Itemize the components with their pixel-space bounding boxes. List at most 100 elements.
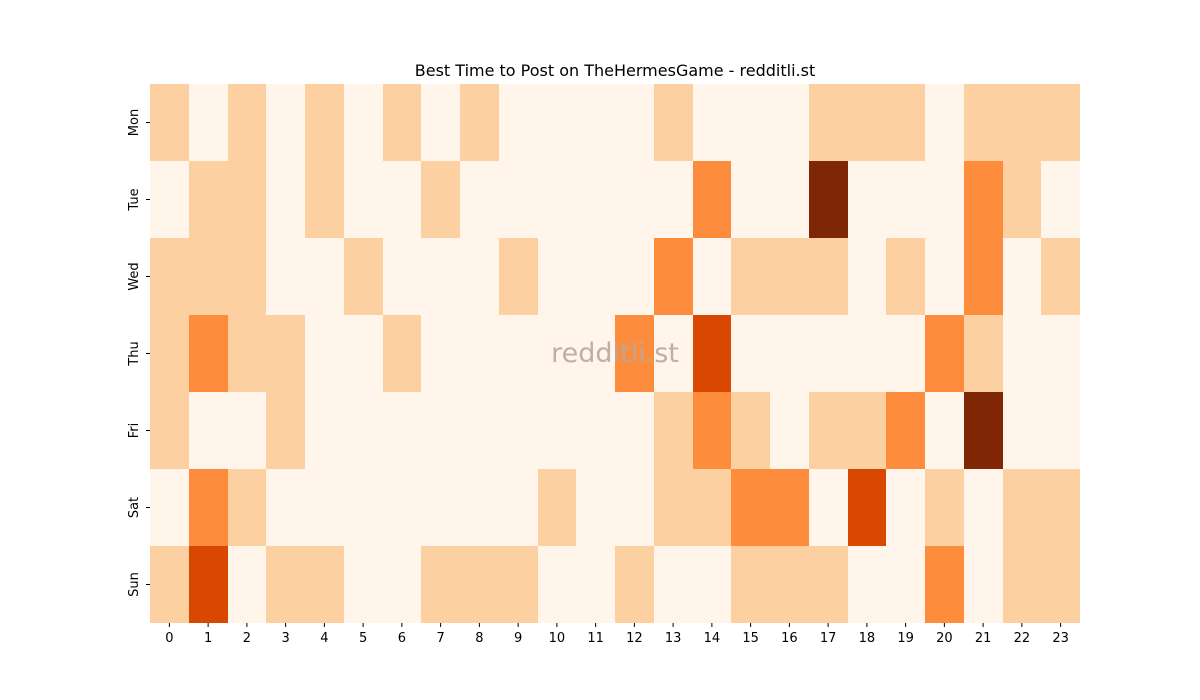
heatmap-cell-fri-3 [266, 392, 305, 469]
heatmap-cell-mon-11 [576, 84, 615, 161]
heatmap-cell-wed-22 [1003, 238, 1041, 315]
heatmap-cell-wed-12 [615, 238, 654, 315]
heatmap-cell-tue-9 [499, 161, 538, 238]
heatmap-cell-mon-6 [383, 84, 421, 161]
heatmap-cell-thu-12 [615, 315, 654, 392]
x-tick-label-8: 8 [475, 631, 483, 646]
x-tick-label-21: 21 [975, 631, 992, 646]
heatmap-cell-thu-19 [886, 315, 925, 392]
heatmap-cell-tue-17 [809, 161, 848, 238]
heatmap-cell-thu-15 [731, 315, 770, 392]
x-tick-label-7: 7 [436, 631, 444, 646]
heatmap-cell-thu-11 [576, 315, 615, 392]
heatmap-cell-sun-0 [150, 546, 189, 623]
heatmap-cell-fri-15 [731, 392, 770, 469]
heatmap-cell-sun-16 [770, 546, 809, 623]
heatmap-cell-fri-22 [1003, 392, 1041, 469]
heatmap-cell-sat-9 [499, 469, 538, 546]
heatmap-cell-fri-7 [421, 392, 460, 469]
heatmap-cell-mon-20 [925, 84, 964, 161]
heatmap-cell-sun-13 [654, 546, 693, 623]
heatmap-cell-thu-6 [383, 315, 421, 392]
heatmap-cell-sat-4 [305, 469, 344, 546]
heatmap-cell-mon-10 [538, 84, 576, 161]
x-tick-label-22: 22 [1014, 631, 1031, 646]
heatmap-cell-thu-7 [421, 315, 460, 392]
heatmap-cell-sat-15 [731, 469, 770, 546]
y-axis: Mon Tue Wed Thu Fri Sat Sun [127, 109, 150, 597]
heatmap-cell-fri-9 [499, 392, 538, 469]
heatmap-cell-fri-16 [770, 392, 809, 469]
y-tick-label-wed: Wed [127, 262, 142, 290]
heatmap-cell-mon-1 [189, 84, 228, 161]
heatmap-cell-sat-20 [925, 469, 964, 546]
heatmap-cell-wed-9 [499, 238, 538, 315]
heatmap-cell-tue-13 [654, 161, 693, 238]
heatmap-cell-tue-11 [576, 161, 615, 238]
x-tick-label-4: 4 [320, 631, 328, 646]
heatmap-cell-tue-0 [150, 161, 189, 238]
heatmap-cell-tue-6 [383, 161, 421, 238]
heatmap-cell-fri-18 [848, 392, 886, 469]
heatmap-cell-mon-17 [809, 84, 848, 161]
heatmap-cell-fri-14 [693, 392, 731, 469]
heatmap-cell-sun-8 [460, 546, 499, 623]
heatmap-cell-mon-9 [499, 84, 538, 161]
heatmap-cell-fri-4 [305, 392, 344, 469]
heatmap-cell-wed-15 [731, 238, 770, 315]
heatmap-cell-thu-5 [344, 315, 383, 392]
heatmap-cell-sat-19 [886, 469, 925, 546]
heatmap-cell-wed-13 [654, 238, 693, 315]
heatmap-cell-tue-21 [964, 161, 1003, 238]
heatmap-cell-sun-9 [499, 546, 538, 623]
x-tick-label-5: 5 [359, 631, 367, 646]
heatmap-cells [150, 84, 1080, 623]
heatmap-cell-thu-9 [499, 315, 538, 392]
heatmap-cell-wed-6 [383, 238, 421, 315]
heatmap-cell-tue-14 [693, 161, 731, 238]
x-tick-label-12: 12 [626, 631, 643, 646]
heatmap-cell-mon-14 [693, 84, 731, 161]
x-tick-label-10: 10 [549, 631, 566, 646]
heatmap-cell-thu-18 [848, 315, 886, 392]
heatmap-cell-mon-4 [305, 84, 344, 161]
heatmap-cell-sun-4 [305, 546, 344, 623]
watermark-text: redditli.st [551, 338, 679, 369]
x-tick-label-16: 16 [781, 631, 798, 646]
heatmap-cell-tue-5 [344, 161, 383, 238]
heatmap-cell-sat-22 [1003, 469, 1041, 546]
heatmap-cell-tue-16 [770, 161, 809, 238]
heatmap-cell-sat-18 [848, 469, 886, 546]
heatmap-cell-mon-21 [964, 84, 1003, 161]
heatmap-cell-wed-14 [693, 238, 731, 315]
heatmap-cell-thu-1 [189, 315, 228, 392]
heatmap-cell-sat-10 [538, 469, 576, 546]
heatmap-cell-sun-19 [886, 546, 925, 623]
heatmap-cell-wed-2 [228, 238, 266, 315]
heatmap-cell-tue-12 [615, 161, 654, 238]
heatmap-cell-thu-21 [964, 315, 1003, 392]
heatmap-cell-fri-13 [654, 392, 693, 469]
heatmap-cell-mon-12 [615, 84, 654, 161]
heatmap-cell-thu-17 [809, 315, 848, 392]
x-tick-label-6: 6 [398, 631, 406, 646]
heatmap-cell-thu-8 [460, 315, 499, 392]
heatmap-cell-thu-3 [266, 315, 305, 392]
heatmap-cell-sat-7 [421, 469, 460, 546]
heatmap-cell-fri-21 [964, 392, 1003, 469]
heatmap-cell-fri-17 [809, 392, 848, 469]
x-axis: 0 1 2 3 4 5 6 7 8 9 10 11 12 13 14 15 16 17 18 19 20 21 22 23 [165, 623, 1069, 646]
heatmap-cell-sun-3 [266, 546, 305, 623]
heatmap-cell-mon-22 [1003, 84, 1041, 161]
heatmap-cell-thu-4 [305, 315, 344, 392]
heatmap-cell-wed-16 [770, 238, 809, 315]
heatmap-cell-fri-6 [383, 392, 421, 469]
x-tick-label-2: 2 [243, 631, 251, 646]
y-tick-label-sun: Sun [127, 572, 142, 597]
heatmap-cell-fri-2 [228, 392, 266, 469]
heatmap-cell-sat-23 [1041, 469, 1080, 546]
heatmap-cell-sun-12 [615, 546, 654, 623]
heatmap-cell-sun-15 [731, 546, 770, 623]
heatmap-cell-thu-23 [1041, 315, 1080, 392]
y-tick-label-fri: Fri [127, 423, 142, 439]
